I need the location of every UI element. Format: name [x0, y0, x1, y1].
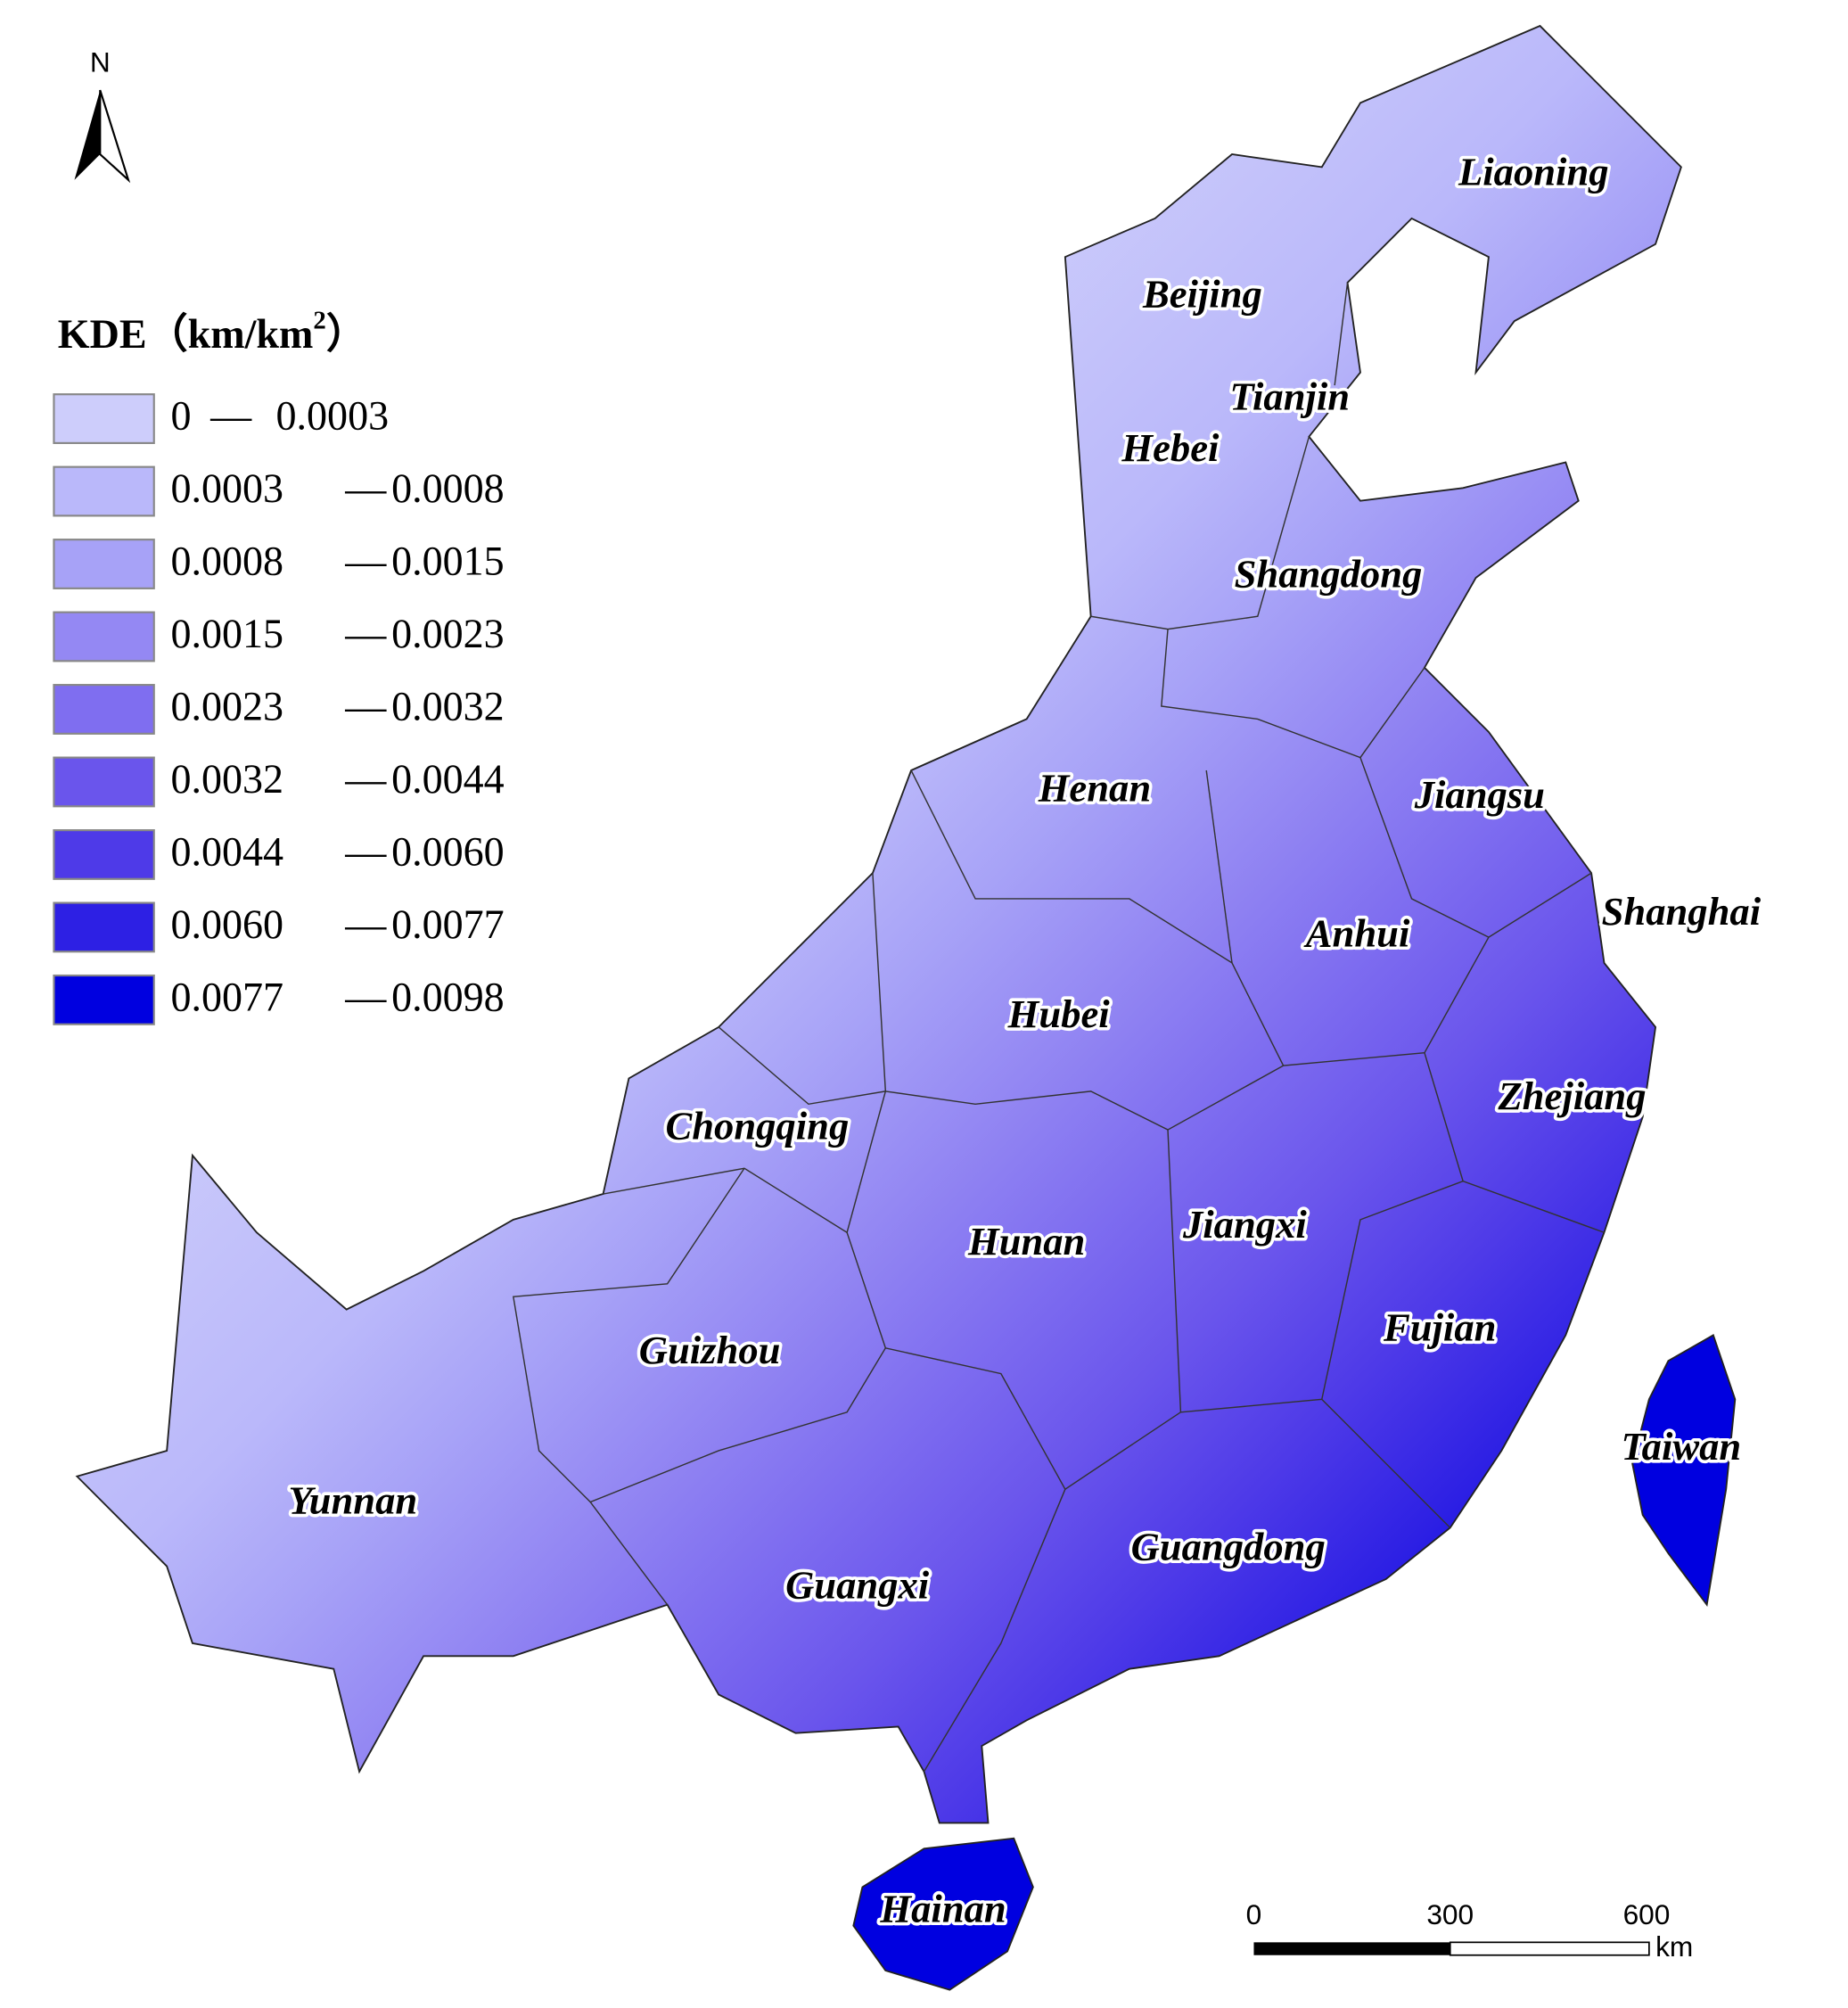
province-label: Shangdong: [1235, 551, 1423, 596]
province-label: Jiangxi: [1182, 1202, 1307, 1247]
legend-swatch: [53, 684, 155, 735]
province-label: Tianjin: [1229, 374, 1350, 419]
legend-from: 0.0044: [170, 828, 283, 874]
boundary: [589, 1502, 669, 1606]
arrow-left: [74, 90, 101, 180]
boundary: [1090, 436, 1310, 630]
legend-title-main: KDE（km/km: [58, 310, 314, 356]
taiwan: [1631, 1334, 1737, 1608]
legend-from: 0.0003: [170, 465, 283, 511]
legend-to: 0.0077: [391, 901, 505, 947]
legend-to: 0.0008: [391, 465, 505, 511]
legend-from: 0.0023: [170, 683, 283, 728]
province-label: Liaoning: [1458, 150, 1609, 194]
legend-to: 0.0023: [391, 611, 505, 656]
legend-title-end: ）: [326, 310, 367, 356]
boundary: [1161, 629, 1425, 759]
province-boundaries: [512, 282, 1605, 1773]
legend-separator: —: [209, 393, 252, 439]
province-label: Guangdong: [1131, 1524, 1326, 1568]
boundary: [718, 873, 887, 1106]
legend-from: 0.0008: [170, 539, 283, 584]
boundary: [603, 1065, 1284, 1234]
legend-swatch: [53, 539, 155, 589]
legend-from: 0.0077: [170, 974, 283, 1019]
province-label: Guangxi: [785, 1563, 930, 1608]
province-label: Guizhou: [639, 1328, 781, 1372]
province-label: Hubei: [1007, 992, 1111, 1036]
legend: 0—0.00030.0003—0.00080.0008—0.00150.0015…: [53, 393, 505, 1025]
legend-to: 0.0098: [391, 974, 505, 1019]
legend-separator: —: [344, 828, 387, 874]
province-label: Anhui: [1303, 910, 1410, 955]
boundary: [1205, 769, 1233, 964]
province-label: Taiwan: [1621, 1424, 1741, 1469]
legend-to: 0.0003: [276, 393, 390, 439]
legend-separator: —: [344, 756, 387, 802]
legend-to: 0.0015: [391, 539, 505, 584]
province-label: Beijing: [1142, 271, 1262, 316]
province-label: Jiangsu: [1414, 772, 1545, 817]
province-label: Hebei: [1121, 425, 1220, 470]
legend-swatch: [53, 901, 155, 953]
legend-swatch: [53, 829, 155, 880]
province-label: Henan: [1038, 766, 1151, 811]
province-label: Zhejiang: [1497, 1074, 1646, 1118]
scale-label: 600: [1623, 1898, 1671, 1930]
legend-separator: —: [344, 901, 387, 947]
province-label: Chongqing: [665, 1103, 849, 1148]
legend-swatch: [53, 974, 155, 1025]
boundary: [1334, 282, 1349, 386]
legend-from: 0.0060: [170, 901, 283, 947]
arrow-right: [99, 89, 131, 184]
legend-swatch: [53, 393, 155, 444]
boundary: [910, 769, 1592, 1066]
scale-segment: [1253, 1942, 1450, 1955]
mainland: [75, 24, 1682, 1824]
province-label: Shanghai: [1602, 889, 1762, 934]
province-label: Hunan: [967, 1219, 1085, 1263]
scale-bar: km 0 300 600: [1246, 1898, 1694, 1963]
legend-title: KDE（km/km2）: [58, 306, 367, 356]
province-label: Yunnan: [289, 1478, 418, 1523]
province-label: Fujian: [1383, 1304, 1496, 1349]
hainan: [852, 1837, 1034, 1991]
legend-separator: —: [344, 611, 387, 656]
legend-separator: —: [344, 465, 387, 511]
legend-to: 0.0044: [391, 756, 505, 802]
north-arrow: N: [74, 46, 131, 184]
scale-segment: [1449, 1941, 1650, 1956]
boundary: [1462, 1180, 1605, 1233]
legend-from: 0.0015: [170, 611, 283, 656]
legend-title-sup: 2: [313, 306, 325, 334]
north-label: N: [90, 46, 111, 78]
legend-to: 0.0032: [391, 683, 505, 728]
boundary: [923, 1488, 1066, 1773]
province-label: Hainan: [879, 1886, 1006, 1930]
legend-from: 0: [170, 393, 191, 439]
legend-from: 0.0032: [170, 756, 283, 802]
legend-to: 0.0060: [391, 828, 505, 874]
legend-swatch: [53, 611, 155, 662]
scale-label: 300: [1426, 1898, 1474, 1930]
legend-swatch: [53, 756, 155, 808]
legend-separator: —: [344, 974, 387, 1019]
boundary: [1359, 757, 1490, 938]
boundary: [1180, 1052, 1465, 1413]
legend-swatch: [53, 465, 155, 517]
boundary: [1321, 1398, 1451, 1528]
legend-separator: —: [344, 539, 387, 584]
scale-unit: km: [1655, 1930, 1693, 1963]
legend-separator: —: [344, 683, 387, 728]
scale-label: 0: [1246, 1898, 1262, 1930]
